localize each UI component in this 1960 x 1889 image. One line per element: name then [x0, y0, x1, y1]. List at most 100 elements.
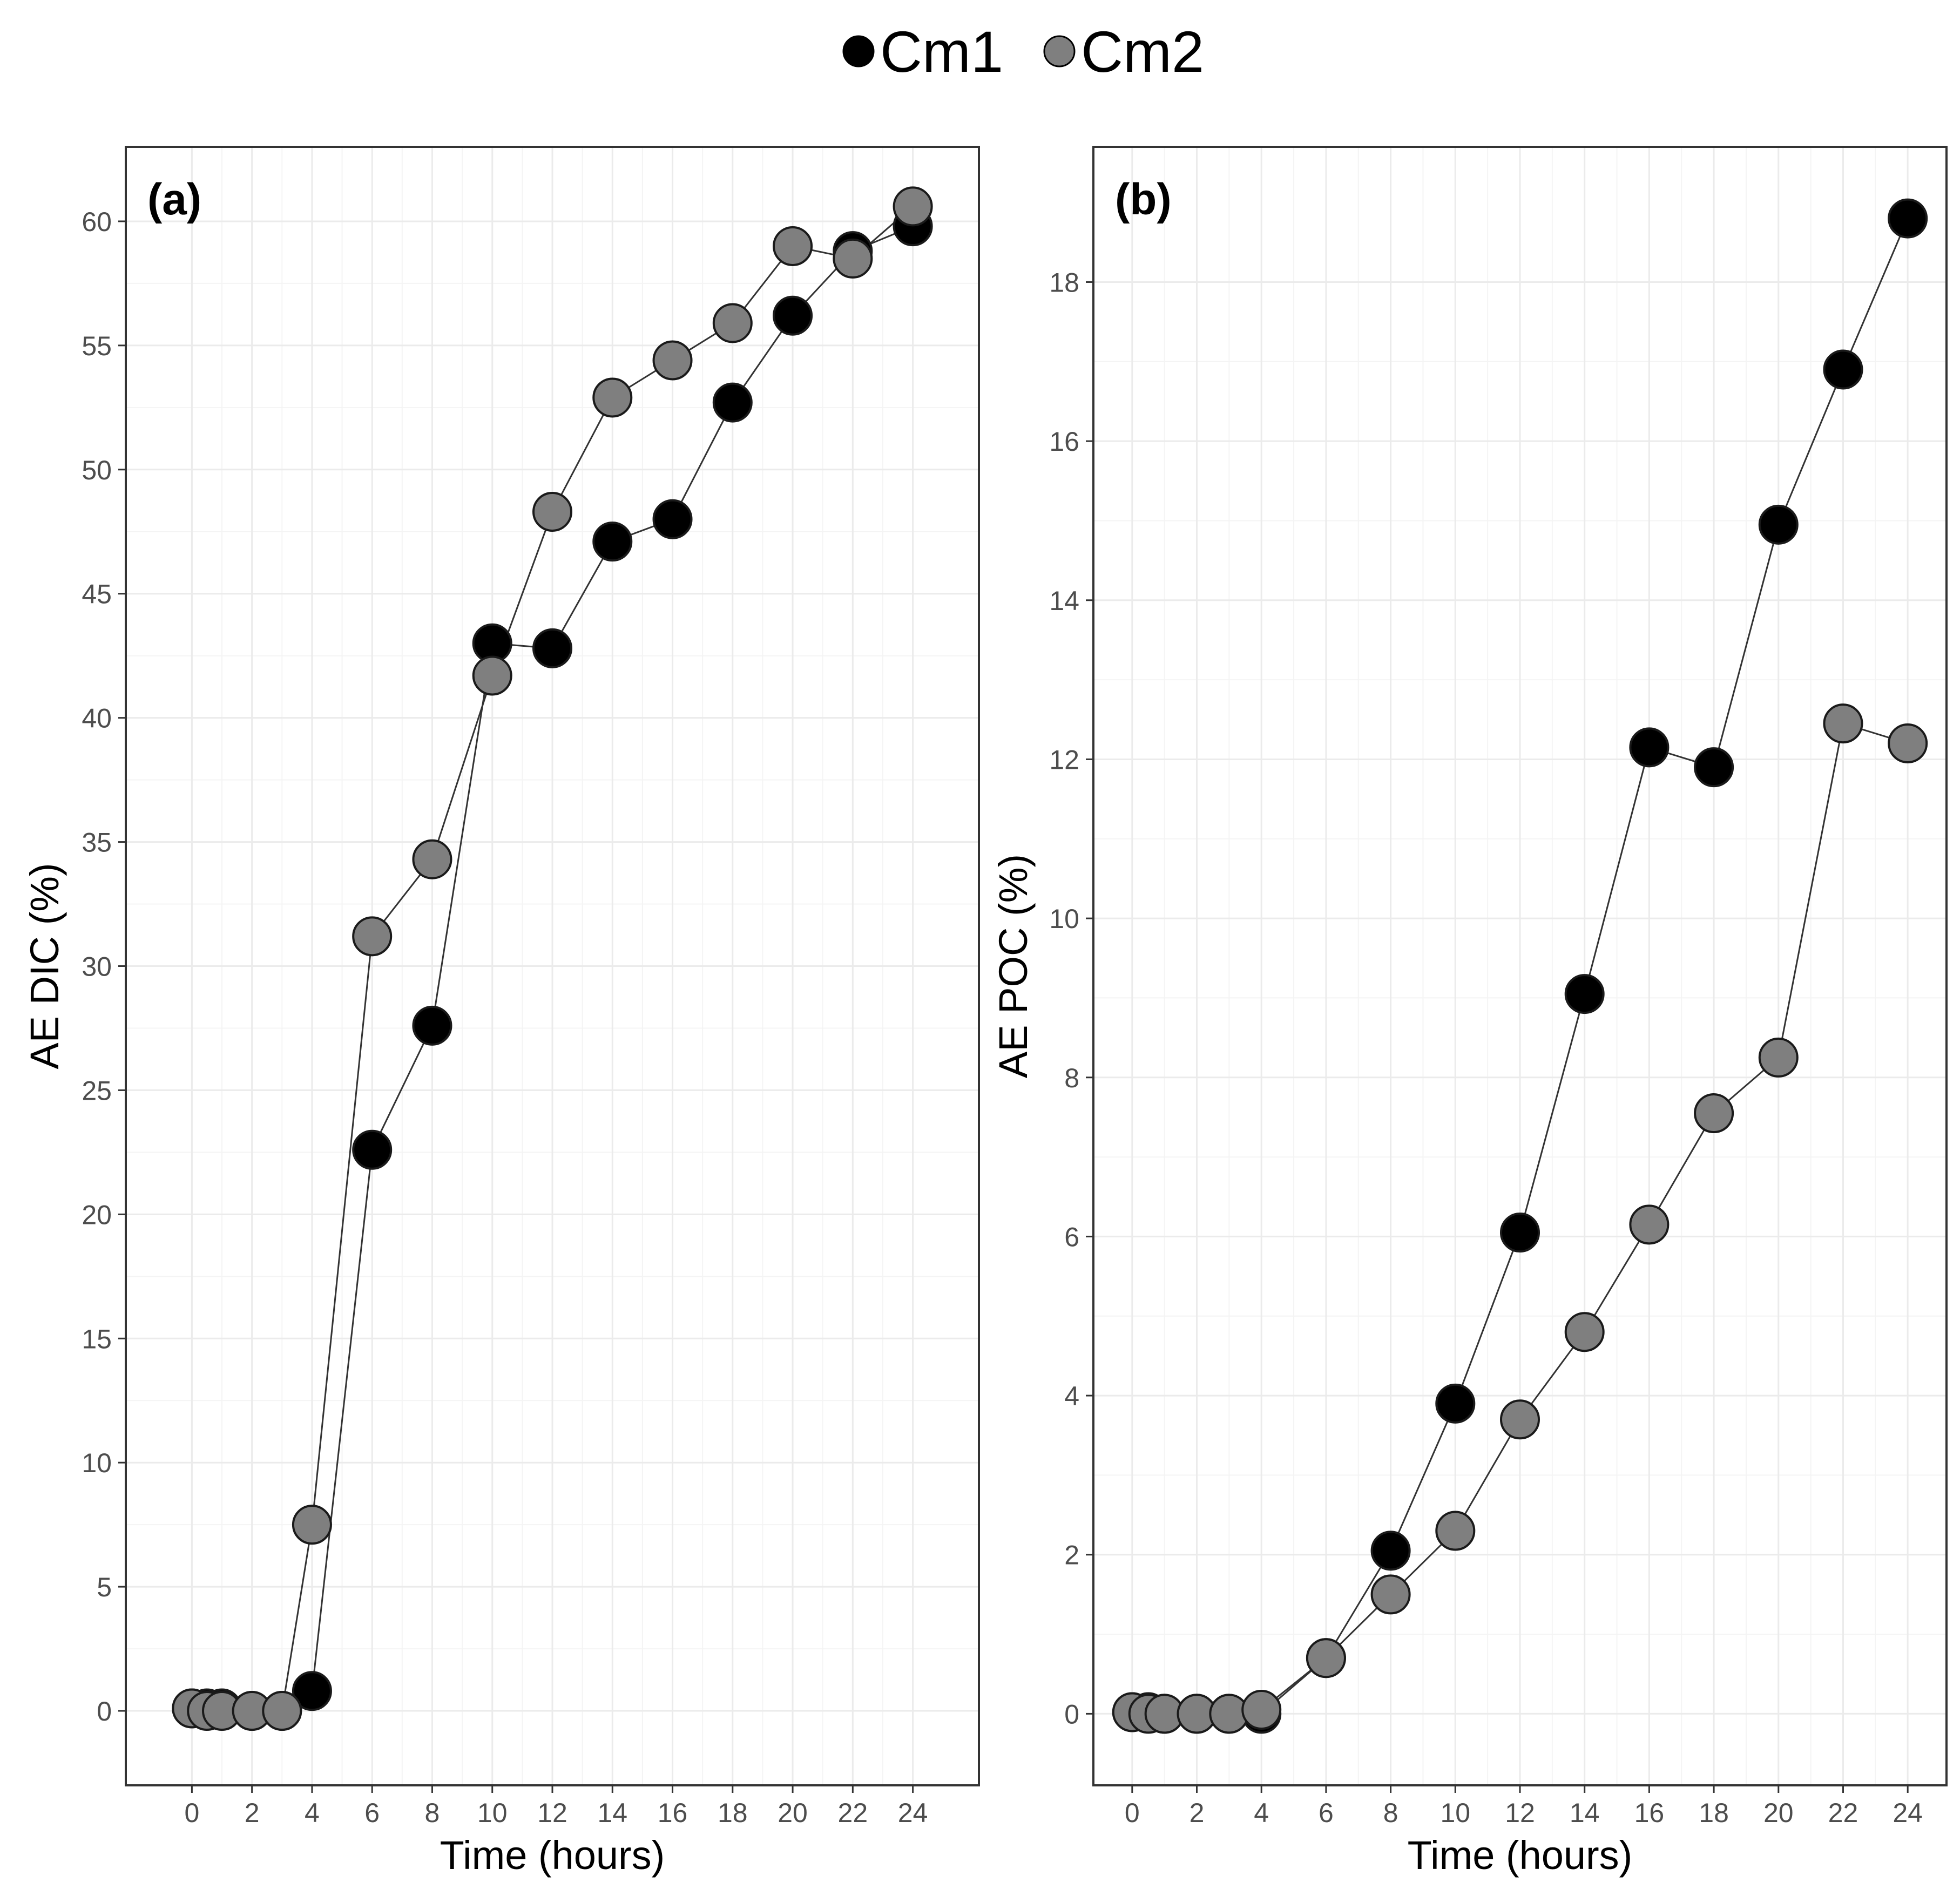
x-tick-label: 20: [1763, 1798, 1794, 1828]
legend: Cm1 Cm2: [842, 19, 1204, 84]
x-tick-label: 2: [245, 1798, 260, 1828]
point-cm2: [1629, 1204, 1670, 1245]
x-tick-label: 12: [1505, 1798, 1535, 1828]
x-tick-label: 0: [1125, 1798, 1140, 1828]
x-tick-label: 12: [537, 1798, 567, 1828]
point-cm1: [712, 382, 753, 423]
point-cm2: [1241, 1690, 1282, 1730]
point-cm1: [773, 295, 813, 336]
point-cm1: [412, 1005, 452, 1046]
x-tick-label: 16: [658, 1798, 688, 1828]
y-tick-label: 25: [82, 1075, 112, 1106]
y-tick-label: 18: [1049, 267, 1079, 297]
point-cm2: [352, 916, 393, 957]
x-tick-label: 22: [1828, 1798, 1858, 1828]
x-tick-label: 18: [1699, 1798, 1729, 1828]
y-tick-label: 55: [82, 331, 112, 361]
panel-label: (b): [1115, 175, 1172, 224]
x-tick-label: 0: [184, 1798, 199, 1828]
point-cm1: [1370, 1531, 1411, 1571]
point-cm2: [652, 340, 693, 381]
x-tick-label: 24: [1893, 1798, 1923, 1828]
x-tick-label: 18: [718, 1798, 748, 1828]
point-cm2: [712, 303, 753, 343]
point-cm2: [1370, 1574, 1411, 1615]
x-tick-label: 10: [1440, 1798, 1470, 1828]
y-tick-label: 8: [1064, 1063, 1079, 1093]
x-tick-label: 24: [898, 1798, 928, 1828]
y-tick-label: 30: [82, 952, 112, 982]
x-tick-label: 20: [778, 1798, 808, 1828]
point-cm2: [412, 839, 452, 879]
point-cm2: [1694, 1093, 1734, 1134]
x-tick-label: 14: [1570, 1798, 1600, 1828]
point-cm2: [773, 226, 813, 266]
point-cm1: [292, 1671, 332, 1711]
legend-label-cm2: Cm2: [1081, 19, 1204, 84]
x-tick-label: 22: [838, 1798, 868, 1828]
y-tick-label: 4: [1064, 1381, 1079, 1411]
point-cm1: [1888, 198, 1928, 239]
x-tick-label: 6: [364, 1798, 380, 1828]
legend-marker-cm2: [1043, 35, 1076, 67]
point-cm1: [1564, 974, 1605, 1014]
point-cm1: [352, 1129, 393, 1170]
point-cm2: [893, 186, 933, 227]
point-cm2: [1564, 1312, 1605, 1352]
y-tick-label: 14: [1049, 586, 1079, 616]
panel-a: 0 2 4 6 8 10 12 14 16 18 20 22 240510152025303540455…: [22, 146, 980, 1878]
y-tick-label: 60: [82, 207, 112, 237]
panel-label: (a): [147, 175, 201, 224]
x-axis-title: Time (hours): [1408, 1833, 1633, 1878]
y-tick-label: 40: [82, 703, 112, 734]
point-cm2: [1500, 1399, 1540, 1440]
x-axis-title: Time (hours): [440, 1833, 665, 1878]
point-cm1: [532, 628, 572, 668]
y-axis-title: AE DIC (%): [22, 863, 67, 1069]
legend-label-cm1: Cm1: [880, 19, 1003, 84]
y-tick-label: 50: [82, 455, 112, 485]
point-cm2: [592, 377, 633, 418]
panel-b: 0 2 4 6 8 10 12 14 16 18 20 22 24024681012141618Time…: [991, 146, 1948, 1878]
point-cm2: [472, 655, 512, 696]
x-tick-label: 4: [305, 1798, 320, 1828]
y-tick-label: 45: [82, 579, 112, 610]
x-tick-label: 8: [425, 1798, 440, 1828]
y-tick-label: 5: [97, 1572, 112, 1602]
point-cm2: [1306, 1638, 1346, 1678]
x-tick-label: 16: [1634, 1798, 1665, 1828]
point-cm2: [1823, 703, 1863, 744]
y-tick-label: 35: [82, 828, 112, 858]
y-tick-label: 2: [1064, 1540, 1079, 1570]
point-cm1: [1694, 747, 1734, 788]
point-cm1: [592, 522, 633, 562]
point-cm2: [292, 1505, 332, 1545]
y-tick-label: 20: [82, 1200, 112, 1230]
x-tick-label: 2: [1189, 1798, 1205, 1828]
point-cm2: [1758, 1037, 1799, 1078]
y-tick-label: 10: [1049, 904, 1079, 934]
x-tick-label: 4: [1254, 1798, 1269, 1828]
y-tick-label: 0: [1064, 1699, 1079, 1729]
y-axis-title: AE POC (%): [991, 854, 1036, 1078]
x-tick-label: 8: [1383, 1798, 1398, 1828]
point-cm1: [1500, 1213, 1540, 1253]
point-cm2: [1888, 723, 1928, 763]
x-tick-label: 10: [477, 1798, 508, 1828]
y-tick-label: 16: [1049, 426, 1079, 457]
y-tick-label: 10: [82, 1448, 112, 1478]
point-cm1: [652, 499, 693, 539]
y-tick-label: 0: [97, 1696, 112, 1726]
y-tick-label: 12: [1049, 744, 1079, 775]
point-cm2: [1435, 1511, 1476, 1551]
point-cm1: [1758, 504, 1799, 545]
x-tick-label: 14: [597, 1798, 627, 1828]
point-cm2: [262, 1691, 302, 1731]
point-cm1: [1435, 1383, 1476, 1424]
point-cm1: [1629, 727, 1670, 768]
x-tick-label: 6: [1319, 1798, 1334, 1828]
point-cm2: [532, 491, 572, 532]
point-cm2: [833, 238, 873, 279]
y-tick-label: 6: [1064, 1222, 1079, 1252]
